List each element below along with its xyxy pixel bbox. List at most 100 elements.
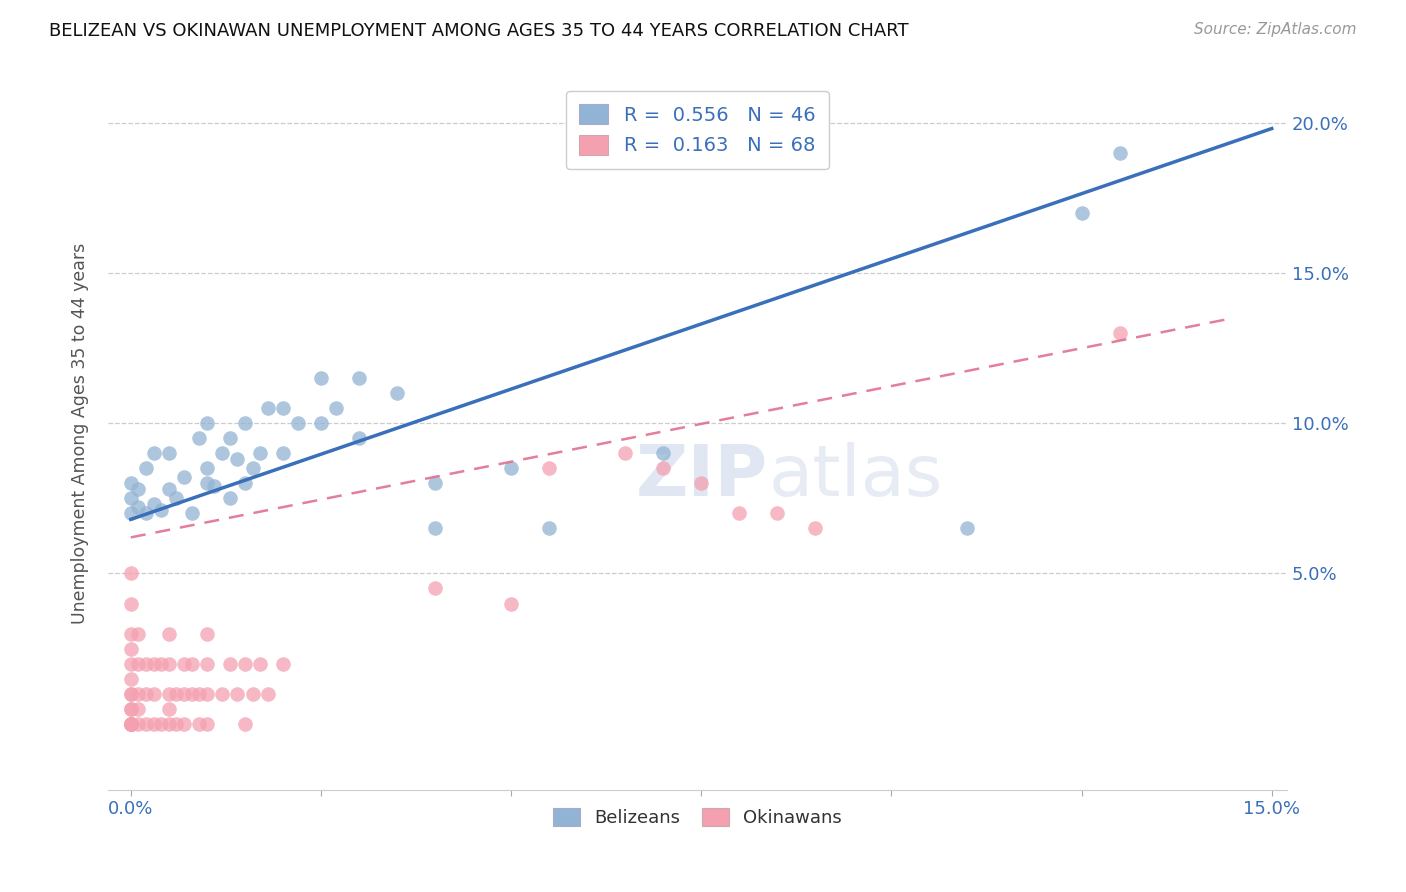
Point xyxy=(218,657,240,671)
Point xyxy=(347,371,370,385)
Point xyxy=(120,716,142,731)
Point xyxy=(249,657,271,671)
Point xyxy=(157,657,180,671)
Point xyxy=(135,687,157,701)
Point xyxy=(195,461,218,475)
Point xyxy=(538,521,561,535)
Point xyxy=(135,716,157,731)
Point xyxy=(652,461,675,475)
Point xyxy=(423,582,446,596)
Point xyxy=(127,702,149,716)
Point xyxy=(120,597,142,611)
Point xyxy=(142,446,165,460)
Point xyxy=(385,386,408,401)
Point xyxy=(120,626,142,640)
Point xyxy=(173,470,195,484)
Point xyxy=(233,476,256,491)
Point xyxy=(180,687,202,701)
Point xyxy=(195,657,218,671)
Point xyxy=(347,431,370,445)
Point xyxy=(142,497,165,511)
Point xyxy=(120,716,142,731)
Point xyxy=(120,716,142,731)
Point xyxy=(271,401,294,416)
Y-axis label: Unemployment Among Ages 35 to 44 years: Unemployment Among Ages 35 to 44 years xyxy=(72,243,89,624)
Point xyxy=(127,716,149,731)
Point xyxy=(120,716,142,731)
Point xyxy=(120,672,142,686)
Point xyxy=(173,657,195,671)
Point xyxy=(325,401,347,416)
Point xyxy=(501,461,523,475)
Legend: Belizeans, Okinawans: Belizeans, Okinawans xyxy=(546,801,849,834)
Point xyxy=(120,716,142,731)
Point xyxy=(233,416,256,430)
Point xyxy=(150,716,173,731)
Point xyxy=(652,446,675,460)
Point xyxy=(287,416,309,430)
Point xyxy=(120,476,142,491)
Point xyxy=(165,491,187,506)
Point xyxy=(127,687,149,701)
Point xyxy=(173,716,195,731)
Point xyxy=(157,702,180,716)
Point xyxy=(120,716,142,731)
Point xyxy=(150,503,173,517)
Point xyxy=(423,521,446,535)
Point xyxy=(127,483,149,497)
Point xyxy=(157,626,180,640)
Point xyxy=(211,687,233,701)
Point xyxy=(120,641,142,656)
Point xyxy=(195,476,218,491)
Point xyxy=(804,521,827,535)
Point xyxy=(135,461,157,475)
Point xyxy=(120,506,142,520)
Point xyxy=(135,657,157,671)
Point xyxy=(120,491,142,506)
Point xyxy=(233,657,256,671)
Point xyxy=(188,431,211,445)
Point xyxy=(728,506,751,520)
Point xyxy=(173,687,195,701)
Point xyxy=(956,521,979,535)
Point xyxy=(1070,205,1092,219)
Point xyxy=(142,716,165,731)
Point xyxy=(1108,326,1130,340)
Point xyxy=(180,657,202,671)
Point xyxy=(204,479,226,493)
Point xyxy=(120,566,142,581)
Text: BELIZEAN VS OKINAWAN UNEMPLOYMENT AMONG AGES 35 TO 44 YEARS CORRELATION CHART: BELIZEAN VS OKINAWAN UNEMPLOYMENT AMONG … xyxy=(49,22,908,40)
Point xyxy=(226,452,249,467)
Point xyxy=(766,506,789,520)
Point xyxy=(218,491,240,506)
Point xyxy=(135,506,157,520)
Point xyxy=(249,446,271,460)
Point xyxy=(538,461,561,475)
Point xyxy=(180,506,202,520)
Point xyxy=(120,716,142,731)
Point xyxy=(226,687,249,701)
Point xyxy=(127,626,149,640)
Point xyxy=(271,446,294,460)
Point xyxy=(188,687,211,701)
Point xyxy=(120,702,142,716)
Point xyxy=(165,687,187,701)
Point xyxy=(211,446,233,460)
Point xyxy=(120,687,142,701)
Point xyxy=(690,476,713,491)
Point xyxy=(127,500,149,515)
Point xyxy=(423,476,446,491)
Point xyxy=(157,483,180,497)
Text: atlas: atlas xyxy=(768,442,942,511)
Point xyxy=(256,687,278,701)
Point xyxy=(256,401,278,416)
Point xyxy=(309,416,332,430)
Point xyxy=(218,431,240,445)
Text: ZIP: ZIP xyxy=(636,442,768,511)
Point xyxy=(614,446,637,460)
Point xyxy=(271,657,294,671)
Point xyxy=(150,657,173,671)
Point xyxy=(120,702,142,716)
Point xyxy=(195,716,218,731)
Point xyxy=(157,446,180,460)
